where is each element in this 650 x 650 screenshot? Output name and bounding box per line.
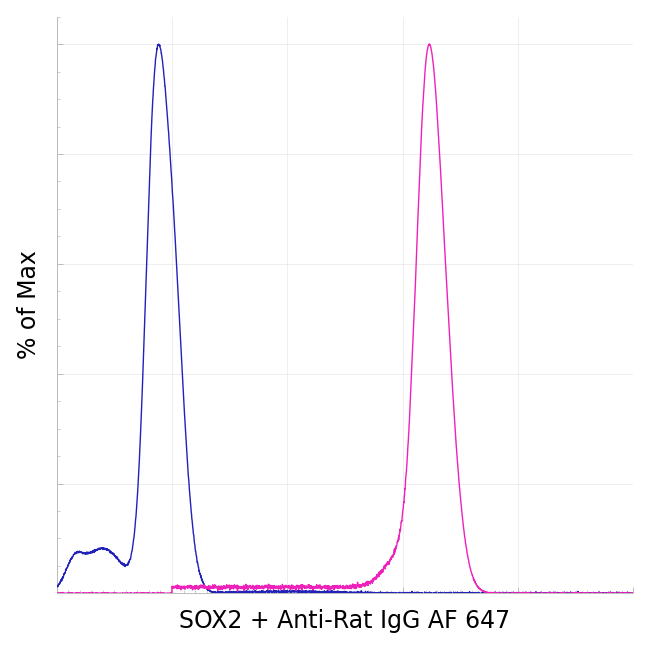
Y-axis label: % of Max: % of Max — [17, 251, 41, 359]
X-axis label: SOX2 + Anti-Rat IgG AF 647: SOX2 + Anti-Rat IgG AF 647 — [179, 609, 510, 633]
